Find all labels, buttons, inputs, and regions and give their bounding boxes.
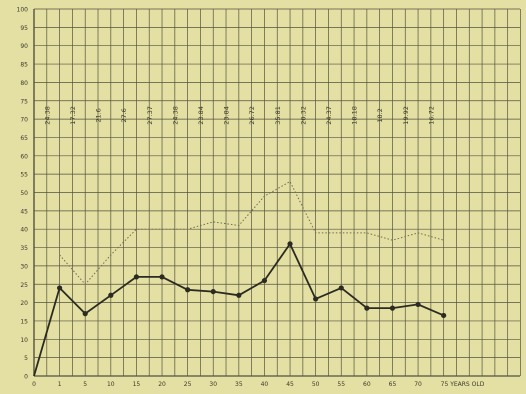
- y-tick-label: 5: [24, 355, 28, 362]
- data-point: [210, 288, 216, 295]
- data-point: [364, 305, 370, 311]
- data-point: [108, 292, 114, 298]
- column-value-labels: 24.38 17.32 21.6 27.6 27.37 24.38 23.84 23.84 26…: [43, 106, 435, 125]
- y-tick-label: 15: [20, 318, 28, 325]
- y-tick-label: 85: [20, 62, 28, 69]
- y-tick-label: 80: [20, 80, 28, 87]
- column-value-label: 20.32: [299, 106, 307, 125]
- x-tick-label: 65: [389, 381, 397, 388]
- column-value-label: 16.72: [427, 106, 435, 125]
- y-tick-label: 75: [20, 98, 28, 105]
- x-tick-label: 45: [286, 381, 294, 388]
- data-point: [57, 285, 63, 291]
- column-value-label: 27.6: [120, 108, 128, 122]
- column-value-label: 24.37: [325, 106, 333, 125]
- column-value-label: 23.84: [223, 106, 231, 125]
- x-tick-label: 25: [184, 381, 192, 388]
- column-value-label: 23.84: [197, 106, 205, 125]
- y-tick-label: 40: [20, 227, 28, 234]
- x-tick-label: 55: [337, 381, 345, 388]
- y-tick-label: 95: [20, 25, 28, 32]
- x-tick-label: 15: [133, 381, 141, 388]
- y-tick-label: 90: [20, 43, 28, 50]
- x-tick-label: 20: [158, 381, 166, 388]
- y-tick-label: 60: [20, 153, 28, 160]
- y-tick-label: 45: [20, 208, 28, 215]
- data-point: [133, 274, 140, 280]
- y-tick-label: 25: [20, 282, 28, 289]
- x-tick-label: 0: [32, 381, 36, 388]
- x-tick-label: 1: [58, 381, 62, 388]
- x-tick-label: 30: [209, 381, 217, 388]
- y-tick-label: 65: [20, 135, 28, 142]
- data-point: [185, 287, 191, 293]
- x-tick-label: 40: [261, 381, 269, 388]
- data-point: [441, 312, 447, 319]
- column-value-label: 21.6: [95, 108, 103, 122]
- data-point: [415, 301, 421, 308]
- y-tick-label: 20: [20, 300, 28, 307]
- column-value-label: 17.32: [69, 106, 77, 125]
- x-tick-label: 5: [83, 381, 87, 388]
- y-tick-label: 50: [20, 190, 28, 197]
- x-tick-label: 35: [235, 381, 243, 388]
- column-value-label: 26.72: [248, 106, 256, 125]
- data-point: [389, 305, 396, 311]
- x-axis-ticks: 0 1 5 10 15 20 25 30 35 40 45 50 55 60 65 70 75 YEARS OL…: [32, 381, 485, 388]
- x-tick-label: 75 YEARS OLD: [441, 381, 485, 388]
- data-point: [338, 285, 344, 291]
- column-value-label: 24.38: [43, 106, 51, 125]
- y-tick-label: 100: [17, 7, 29, 14]
- column-value-label: 27.37: [146, 106, 154, 125]
- data-point: [261, 277, 268, 284]
- column-value-label: 18.18: [351, 106, 359, 125]
- column-value-label: 19.92: [402, 106, 410, 125]
- x-tick-label: 70: [414, 381, 422, 388]
- y-tick-label: 30: [20, 263, 28, 270]
- x-tick-label: 10: [107, 381, 115, 388]
- y-tick-label: 35: [20, 245, 28, 252]
- series: [33, 181, 447, 377]
- data-point: [313, 296, 319, 302]
- data-point: [82, 311, 88, 317]
- y-tick-label: 55: [20, 172, 28, 179]
- y-tick-label: 10: [20, 337, 28, 344]
- data-point: [159, 274, 165, 280]
- column-value-label: 35.81: [274, 106, 282, 125]
- x-tick-label: 50: [312, 381, 320, 388]
- data-point: [236, 292, 242, 298]
- y-tick-label: 70: [20, 117, 28, 124]
- column-value-label: 24.38: [171, 106, 179, 125]
- column-value-label: 18.2: [376, 108, 384, 122]
- y-tick-label: 0: [24, 374, 28, 381]
- grid: [33, 8, 521, 377]
- data-point: [287, 241, 293, 247]
- x-tick-label: 60: [363, 381, 371, 388]
- y-axis-ticks: 0 5 10 15 20 25 30 35 40 45 50 55 60 65 70 75 80 85 90 95 10…: [17, 7, 29, 381]
